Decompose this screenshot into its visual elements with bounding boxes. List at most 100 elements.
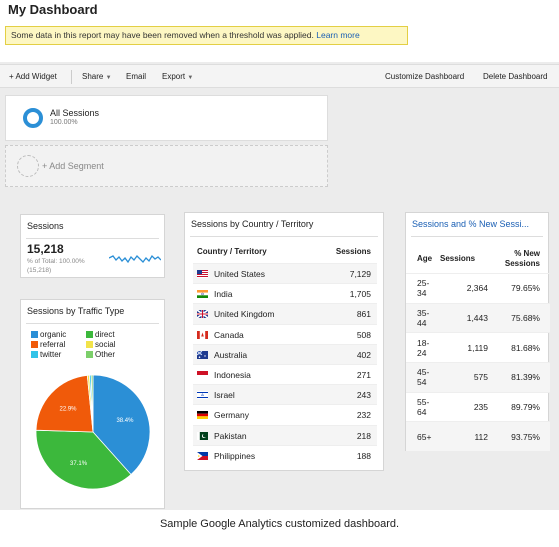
age-sessions: 112 bbox=[474, 431, 488, 442]
chevron-down-icon: ▼ bbox=[105, 75, 112, 81]
age-pct-new: 81.39% bbox=[511, 372, 540, 383]
legend-swatch bbox=[86, 331, 93, 338]
country-table-body: United States 7,129 India 1,705 United Kingd… bbox=[193, 263, 377, 465]
sessions-value: 15,218 bbox=[27, 242, 64, 256]
add-widget-button[interactable]: + Add Widget bbox=[9, 72, 57, 81]
germany-flag-icon bbox=[197, 411, 208, 420]
legend-label: organic bbox=[40, 330, 67, 339]
country-sessions: 402 bbox=[356, 349, 371, 360]
age-range: 25- 34 bbox=[417, 278, 443, 298]
country-sessions: 7,129 bbox=[349, 269, 371, 279]
age-row[interactable]: 25- 34 2,364 79.65% bbox=[406, 273, 550, 303]
legend-swatch bbox=[86, 351, 93, 358]
threshold-notice: Some data in this report may have been r… bbox=[5, 26, 408, 45]
age-sessions: 1,443 bbox=[466, 313, 488, 324]
sessions-widget: Sessions 15,218 % of Total: 100.00% (15,… bbox=[20, 214, 165, 278]
segment-ring-icon bbox=[23, 108, 43, 128]
age-range-line2: 34 bbox=[417, 288, 427, 299]
canada-flag-icon bbox=[197, 330, 208, 339]
country-row[interactable]: Israel 243 bbox=[193, 384, 377, 405]
age-range: 55- 64 bbox=[417, 397, 443, 417]
segment-all-sessions[interactable]: All Sessions 100.00% bbox=[5, 95, 328, 141]
traffic-widget-title: Sessions by Traffic Type bbox=[27, 306, 125, 316]
pie-slice-label: 38.4% bbox=[116, 418, 134, 424]
legend-swatch bbox=[86, 341, 93, 348]
col-pct-new-line2: Sessions bbox=[504, 259, 540, 268]
add-segment-circle-icon bbox=[17, 155, 39, 177]
widget-divider bbox=[26, 238, 159, 239]
country-name: Pakistan bbox=[214, 430, 247, 441]
country-sessions: 243 bbox=[356, 390, 371, 401]
philippines-flag-icon bbox=[197, 451, 208, 460]
share-menu-button[interactable]: Share ▼ bbox=[82, 72, 112, 81]
age-range-line1: 65+ bbox=[417, 431, 432, 442]
legend-item: Other bbox=[86, 350, 115, 359]
sessions-total: (15,218) bbox=[27, 267, 52, 274]
widget-divider bbox=[411, 236, 543, 237]
pie-slice-organic[interactable] bbox=[92, 374, 151, 476]
country-name: Israel bbox=[214, 390, 235, 401]
country-row[interactable]: Philippines 188 bbox=[193, 444, 377, 465]
age-range-line1: 45- bbox=[417, 367, 430, 378]
legend-label: Other bbox=[95, 350, 116, 359]
country-row[interactable]: Canada 508 bbox=[193, 323, 377, 344]
traffic-pie-chart: 38.4% 37.1% 22.9% bbox=[35, 374, 151, 490]
pie-slice-direct[interactable] bbox=[35, 429, 132, 490]
traffic-type-widget: Sessions by Traffic Type organic direct re… bbox=[20, 299, 165, 509]
country-name: Philippines bbox=[214, 450, 256, 461]
country-name: Australia bbox=[214, 349, 248, 360]
country-row[interactable]: India 1,705 bbox=[193, 283, 377, 303]
figure-caption: Sample Google Analytics customized dashb… bbox=[159, 518, 400, 530]
legend-item: social bbox=[86, 340, 115, 349]
page-title: My Dashboard bbox=[8, 2, 98, 17]
col-pct-new-header: % New Sessions bbox=[505, 249, 540, 269]
country-row[interactable]: United States 7,129 bbox=[193, 263, 377, 284]
age-row[interactable]: 65+ 112 93.75% bbox=[406, 421, 550, 452]
export-menu-button[interactable]: Export ▼ bbox=[162, 72, 193, 81]
age-row[interactable]: 45- 54 575 81.39% bbox=[406, 362, 550, 392]
pie-slice-label: 37.1% bbox=[70, 461, 88, 467]
age-pct-new: 75.68% bbox=[511, 313, 540, 324]
age-range-line1: 55- bbox=[417, 397, 430, 408]
country-row[interactable]: Indonesia 271 bbox=[193, 363, 377, 384]
age-widget-title[interactable]: Sessions and % New Sessi... bbox=[412, 219, 530, 229]
country-row[interactable]: United Kingdom 861 bbox=[193, 303, 377, 324]
legend-swatch bbox=[31, 351, 38, 358]
add-segment-button[interactable]: + Add Segment bbox=[5, 145, 328, 187]
legend-swatch bbox=[31, 331, 38, 338]
country-sessions: 232 bbox=[356, 410, 371, 421]
country-row[interactable]: Pakistan 218 bbox=[193, 424, 377, 445]
age-row[interactable]: 55- 64 235 89.79% bbox=[406, 391, 550, 422]
country-sessions: 188 bbox=[356, 450, 371, 461]
age-row[interactable]: 18- 24 1,119 81.68% bbox=[406, 332, 550, 362]
israel-flag-icon bbox=[197, 391, 208, 400]
age-pct-new: 89.79% bbox=[511, 402, 540, 413]
pie-slice-other[interactable] bbox=[90, 374, 94, 433]
learn-more-link[interactable]: Learn more bbox=[316, 30, 360, 40]
country-sessions: 861 bbox=[356, 309, 371, 320]
dashboard-toolbar: + Add Widget Share ▼ Email Export ▼ Cust… bbox=[0, 64, 559, 88]
pie-slice-referral[interactable] bbox=[35, 374, 94, 433]
country-sessions: 508 bbox=[356, 329, 371, 340]
delete-dashboard-button[interactable]: Delete Dashboard bbox=[483, 72, 548, 81]
age-pct-new: 79.65% bbox=[511, 283, 540, 294]
age-row[interactable]: 35- 44 1,443 75.68% bbox=[406, 302, 550, 333]
legend-label: direct bbox=[95, 330, 115, 339]
age-sessions: 575 bbox=[473, 372, 488, 383]
col-age-header: Age bbox=[417, 254, 433, 263]
country-sessions: 1,705 bbox=[349, 289, 371, 300]
customize-dashboard-button[interactable]: Customize Dashboard bbox=[385, 72, 465, 81]
age-table-header: Age Sessions % New Sessions bbox=[406, 247, 550, 271]
legend-label: twitter bbox=[40, 350, 62, 359]
sessions-widget-title: Sessions bbox=[27, 221, 64, 231]
country-row[interactable]: Germany 232 bbox=[193, 404, 377, 424]
age-sessions-widget: Sessions and % New Sessi... Age Sessions… bbox=[405, 212, 550, 452]
email-button[interactable]: Email bbox=[126, 72, 147, 81]
country-row[interactable]: Australia 402 bbox=[193, 343, 377, 364]
pie-slice-label: 22.9% bbox=[59, 407, 77, 413]
legend-label: referral bbox=[40, 340, 66, 349]
segment-percent: 100.00% bbox=[50, 119, 78, 126]
country-widget-title: Sessions by Country / Territory bbox=[191, 219, 314, 229]
age-range: 35- 44 bbox=[417, 308, 443, 328]
country-name: Germany bbox=[214, 410, 249, 421]
